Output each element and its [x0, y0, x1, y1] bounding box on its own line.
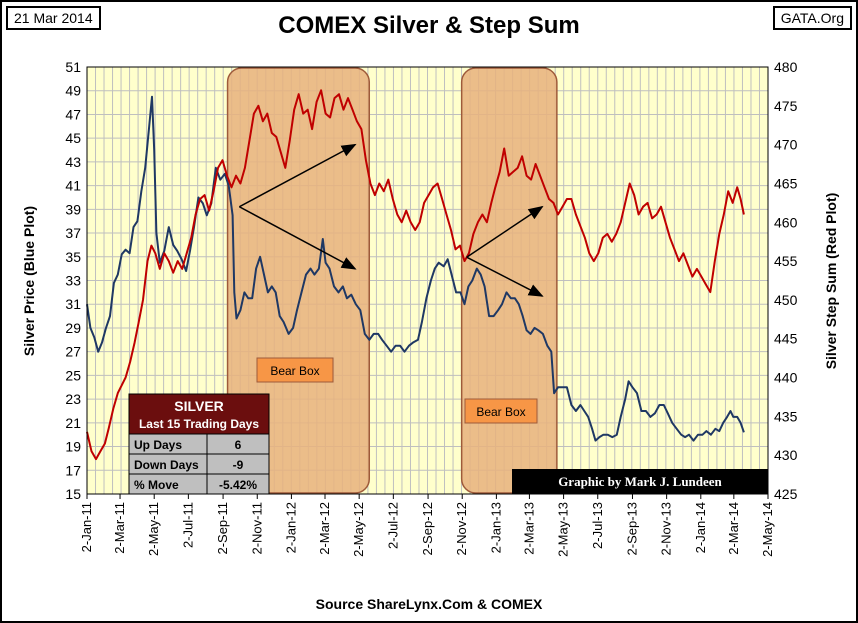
trend-arrow-2: [238, 206, 357, 270]
x-tick-label: 2-Mar-11: [112, 502, 127, 554]
trend-arrow-3: [466, 205, 544, 258]
y-left-tick-label: 39: [65, 201, 81, 217]
y-left-tick-label: 43: [65, 154, 81, 170]
x-tick-label: 2-Nov-12: [454, 502, 469, 555]
y-left-tick-label: 41: [65, 178, 81, 194]
x-tick-label: 2-Sep-13: [624, 502, 639, 555]
y-left-tick-label: 23: [65, 391, 81, 407]
x-tick-label: 2-Jul-12: [385, 502, 400, 549]
y-left-tick-label: 19: [65, 439, 81, 455]
x-tick-label: 2-Jan-11: [79, 502, 94, 552]
y-left-tick-label: 17: [65, 462, 81, 478]
x-tick-label: 2-Jan-14: [693, 502, 708, 553]
y-left-tick-label: 21: [65, 415, 81, 431]
bear-boxes: [226, 67, 558, 494]
x-ticks: 2-Jan-11 2-Mar-11 2-May-11 2-Jul-11 2-Sep-11…: [79, 494, 775, 557]
x-tick-label: 2-Nov-13: [659, 502, 674, 555]
y-left-tick-label: 31: [65, 296, 81, 312]
y-right-tick-label: 470: [774, 137, 798, 153]
y-left-tick-label: 37: [65, 225, 81, 241]
stats-row-up-label: Up Days: [134, 438, 182, 452]
chart-title: COMEX Silver & Step Sum: [278, 12, 580, 39]
x-tick-label: 2-May-11: [146, 502, 161, 556]
x-tick-label: 2-Jan-12: [283, 502, 298, 553]
stats-row-down-value: -9: [233, 458, 244, 472]
plot-border: [86, 66, 769, 495]
bear-box-1: [226, 67, 371, 494]
y-left-tick-label: 27: [65, 344, 81, 360]
y-left-tick-label: 47: [65, 106, 81, 122]
trend-arrow-4: [466, 256, 544, 297]
y-right-axis-title: Silver Step Sum (Red Plot): [823, 193, 839, 370]
source-label: Source ShareLynx.Com & COMEX: [315, 596, 543, 612]
x-tick-label: 2-May-13: [556, 502, 571, 557]
y-right-ticks: 425 430 435 440 445 450 455 460 465 470 475 480: [774, 59, 798, 502]
date-label: 21 Mar 2014: [6, 6, 101, 30]
bear-box-label-2-text: Bear Box: [476, 405, 525, 419]
bear-box-label-2: Bear Box: [464, 398, 538, 424]
y-left-tick-label: 29: [65, 320, 81, 336]
y-left-tick-label: 15: [65, 486, 81, 502]
stats-row-up-value: 6: [235, 438, 242, 452]
y-right-tick-label: 455: [774, 253, 798, 269]
x-tick-label: 2-May-12: [351, 502, 366, 557]
x-tick-label: 2-Jan-13: [488, 502, 503, 553]
y-right-tick-label: 465: [774, 175, 798, 191]
stats-row-down-label: Down Days: [134, 458, 199, 472]
x-tick-label: 2-Mar-12: [317, 502, 332, 555]
y-right-tick-label: 480: [774, 59, 798, 75]
y-left-axis-title: Silver Price (Blue Plot): [21, 206, 37, 356]
y-right-tick-label: 475: [774, 98, 798, 114]
y-right-tick-label: 460: [774, 214, 798, 230]
silver-price-line: [86, 95, 745, 442]
y-left-tick-label: 25: [65, 367, 81, 383]
y-left-ticks: 15 17 19 21 23 25 27 29 31 33 35 37 39 41 43 45 47 49 51: [65, 59, 81, 502]
x-tick-label: 2-Mar-13: [521, 502, 536, 555]
stats-row-move-value: -5.42%: [219, 478, 257, 492]
y-right-tick-label: 430: [774, 447, 798, 463]
y-right-tick-label: 435: [774, 408, 798, 424]
y-left-tick-label: 49: [65, 83, 81, 99]
x-tick-label: 2-May-14: [760, 502, 775, 557]
credit-text: Graphic by Mark J. Lundeen: [558, 474, 722, 489]
stats-subtitle: Last 15 Trading Days: [139, 417, 259, 431]
bear-box-label-1-text: Bear Box: [270, 364, 319, 378]
x-tick-label: 2-Nov-11: [249, 502, 264, 555]
x-tick-label: 2-Jul-11: [180, 502, 195, 548]
series-layer: [86, 89, 745, 461]
stats-table: SILVER Last 15 Trading Days Up Days 6 Do…: [128, 393, 270, 495]
y-right-tick-label: 440: [774, 370, 798, 386]
y-right-tick-label: 445: [774, 331, 798, 347]
y-left-tick-label: 51: [65, 59, 81, 75]
x-tick-label: 2-Jul-13: [590, 502, 605, 549]
x-tick-label: 2-Mar-14: [726, 502, 741, 555]
site-label: GATA.Org: [772, 6, 852, 30]
bear-box-2: [460, 67, 558, 494]
y-left-tick-label: 45: [65, 130, 81, 146]
bear-box-label-1: Bear Box: [256, 357, 334, 383]
x-tick-label: 2-Sep-11: [215, 502, 230, 555]
y-right-tick-label: 425: [774, 486, 798, 502]
step-sum-line: [86, 89, 745, 461]
y-left-tick-label: 35: [65, 249, 81, 265]
stats-row-move-label: % Move: [134, 478, 179, 492]
trend-arrow-1: [238, 143, 357, 208]
credit-banner: Graphic by Mark J. Lundeen: [512, 469, 768, 494]
arrow-layer: [238, 143, 544, 297]
y-right-tick-label: 450: [774, 292, 798, 308]
y-left-tick-label: 33: [65, 273, 81, 289]
stats-title: SILVER: [174, 398, 224, 414]
x-tick-label: 2-Sep-12: [420, 502, 435, 555]
